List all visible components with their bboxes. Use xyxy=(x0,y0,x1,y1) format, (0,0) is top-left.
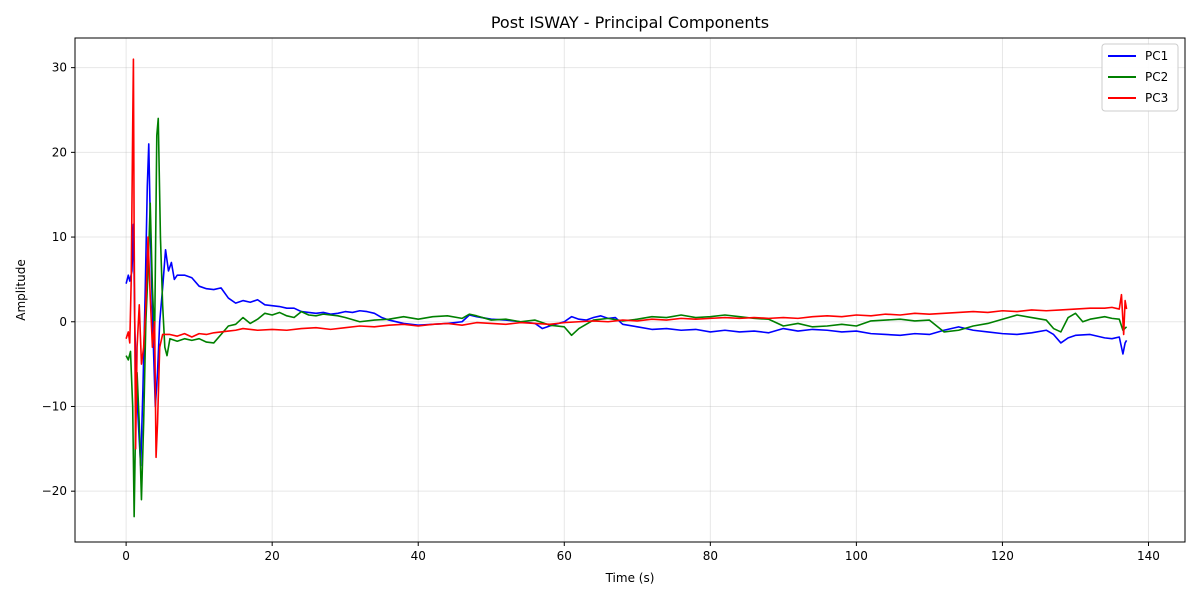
x-tick-label: 100 xyxy=(845,549,868,563)
legend: PC1 PC2 PC3 xyxy=(1101,43,1179,112)
x-tick-label: 60 xyxy=(557,549,572,563)
legend-box xyxy=(1101,43,1179,112)
y-tick-label: 20 xyxy=(52,145,67,159)
series-line-pc1 xyxy=(125,143,1128,467)
x-tick-label: 20 xyxy=(265,549,280,563)
grid-lines xyxy=(75,38,1185,542)
y-tick-label: −10 xyxy=(42,399,67,413)
x-tick-label: 120 xyxy=(991,549,1014,563)
y-axis-ticks: −20 −10 0 10 20 30 xyxy=(42,61,75,498)
y-tick-label: −20 xyxy=(42,484,67,498)
series-line-pc3 xyxy=(125,58,1128,459)
y-axis-label: Amplitude xyxy=(14,259,28,321)
x-tick-label: 140 xyxy=(1137,549,1160,563)
legend-label-pc1: PC1 xyxy=(1145,49,1168,63)
y-tick-label: 0 xyxy=(59,315,67,329)
y-tick-label: 10 xyxy=(52,230,67,244)
x-tick-label: 80 xyxy=(703,549,718,563)
y-tick-label: 30 xyxy=(52,61,67,75)
plot-series xyxy=(125,58,1128,518)
chart-title: Post ISWAY - Principal Components xyxy=(491,13,769,32)
x-tick-label: 0 xyxy=(122,549,130,563)
x-axis-ticks: 0 20 40 60 80 100 120 140 xyxy=(122,542,1160,563)
x-tick-label: 40 xyxy=(411,549,426,563)
legend-label-pc3: PC3 xyxy=(1145,91,1168,105)
x-axis-label: Time (s) xyxy=(605,571,655,585)
plot-frame xyxy=(74,37,1186,543)
legend-label-pc2: PC2 xyxy=(1145,70,1168,84)
series-line-pc2 xyxy=(125,117,1128,518)
